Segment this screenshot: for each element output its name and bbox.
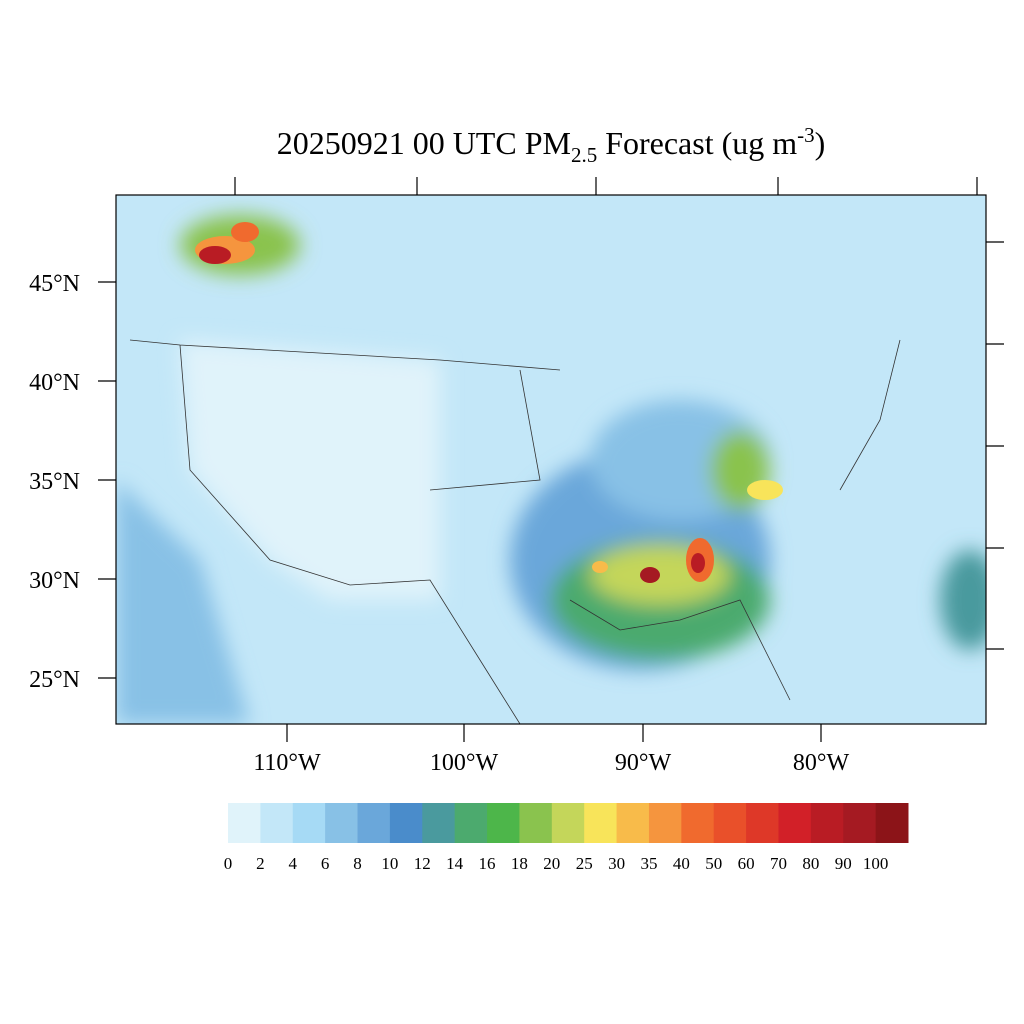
colorbar-swatch bbox=[487, 803, 520, 843]
colorbar-label: 10 bbox=[381, 854, 398, 873]
colorbar-label: 30 bbox=[608, 854, 625, 873]
colorbar-swatch bbox=[875, 803, 909, 843]
lat-label: 35°N bbox=[29, 469, 80, 495]
lon-label: 90°W bbox=[615, 750, 672, 776]
colorbar-swatch bbox=[778, 803, 812, 843]
colorbar-label: 80 bbox=[802, 854, 819, 873]
colorbar-swatch bbox=[260, 803, 294, 843]
colorbar-swatch bbox=[422, 803, 456, 843]
colorbar-label: 8 bbox=[353, 854, 362, 873]
colorbar-swatch bbox=[228, 803, 261, 843]
colorbar-label: 20 bbox=[543, 854, 560, 873]
colorbar-label: 0 bbox=[224, 854, 233, 873]
title-text: 20250921 00 UTC PM bbox=[277, 125, 571, 161]
colorbar-label: 25 bbox=[576, 854, 593, 873]
colorbar-label: 70 bbox=[770, 854, 787, 873]
colorbar-label: 4 bbox=[289, 854, 298, 873]
colorbar-swatch bbox=[681, 803, 715, 843]
colorbar-swatch bbox=[389, 803, 423, 843]
colorbar-label: 100 bbox=[863, 854, 889, 873]
colorbar-swatch bbox=[454, 803, 488, 843]
title-superscript: -3 bbox=[797, 123, 815, 147]
map-field bbox=[116, 195, 986, 724]
colorbar-swatch bbox=[810, 803, 844, 843]
colorbar-label: 2 bbox=[256, 854, 265, 873]
title-text: ) bbox=[815, 125, 826, 161]
colorbar-label: 12 bbox=[414, 854, 431, 873]
colorbar: 0 2 4 6 8 10 12 14 16 18 20 25 30 35 40 50 60 70 80 90 100 bbox=[224, 803, 909, 873]
colorbar-label: 50 bbox=[705, 854, 722, 873]
colorbar-swatch bbox=[325, 803, 359, 843]
colorbar-swatch bbox=[584, 803, 618, 843]
colorbar-label: 90 bbox=[835, 854, 852, 873]
title-text: Forecast (ug m bbox=[597, 125, 797, 161]
lon-label: 110°W bbox=[253, 750, 321, 776]
lon-label: 80°W bbox=[793, 750, 850, 776]
colorbar-label: 35 bbox=[640, 854, 657, 873]
title-subscript: 2.5 bbox=[571, 143, 597, 167]
title: 20250921 00 UTC PM2.5 Forecast (ug m-3) bbox=[277, 123, 826, 167]
colorbar-swatch bbox=[616, 803, 650, 843]
colorbar-label: 6 bbox=[321, 854, 330, 873]
lat-label: 45°N bbox=[29, 271, 80, 297]
colorbar-label: 18 bbox=[511, 854, 528, 873]
colorbar-swatch bbox=[519, 803, 553, 843]
colorbar-swatch bbox=[648, 803, 682, 843]
colorbar-swatch bbox=[292, 803, 326, 843]
lat-label: 40°N bbox=[29, 370, 80, 396]
colorbar-label: 16 bbox=[479, 854, 496, 873]
colorbar-label: 60 bbox=[738, 854, 755, 873]
colorbar-swatch bbox=[551, 803, 585, 843]
colorbar-swatch bbox=[357, 803, 391, 843]
colorbar-swatch bbox=[746, 803, 779, 843]
lat-label: 30°N bbox=[29, 568, 80, 594]
lon-label: 100°W bbox=[430, 750, 499, 776]
map-frame bbox=[115, 194, 987, 725]
colorbar-swatch bbox=[713, 803, 747, 843]
colorbar-swatch bbox=[843, 803, 877, 843]
colorbar-label: 40 bbox=[673, 854, 690, 873]
colorbar-label: 14 bbox=[446, 854, 464, 873]
lat-label: 25°N bbox=[29, 667, 80, 693]
